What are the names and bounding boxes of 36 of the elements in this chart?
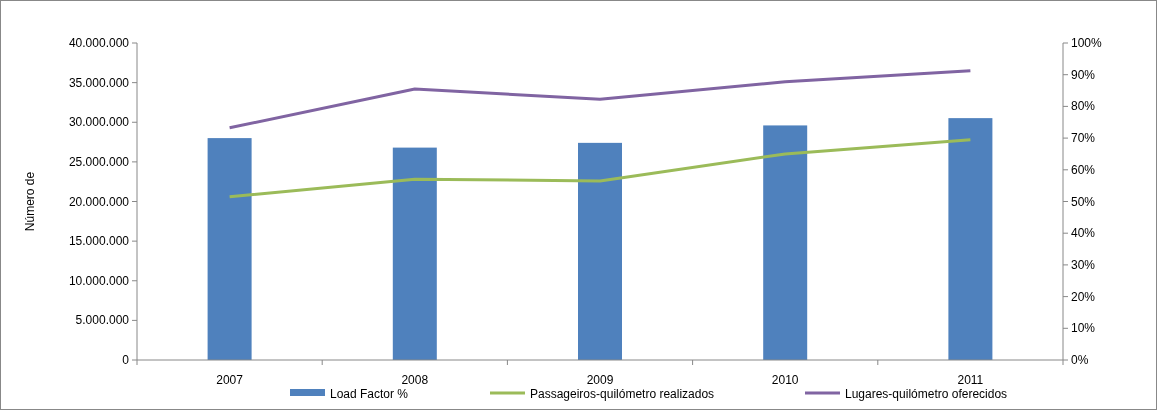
y-tick-label: 30.000.000 bbox=[68, 115, 130, 130]
y2-tick-label: 20% bbox=[1071, 289, 1096, 304]
bar bbox=[207, 138, 252, 360]
bar bbox=[392, 147, 437, 360]
y-tick-label: 35.000.000 bbox=[68, 75, 130, 90]
x-tick-label: 2008 bbox=[401, 373, 429, 387]
legend-label: Lugares-quilómetro oferecidos bbox=[845, 387, 1008, 401]
legend-label: Passageiros-quilómetro realizados bbox=[530, 387, 715, 401]
y2-tick-label: 40% bbox=[1071, 226, 1096, 241]
y2-tick-label: 0% bbox=[1071, 353, 1089, 367]
y-tick-label: 40.000.000 bbox=[68, 36, 130, 50]
line-series bbox=[228, 69, 972, 130]
legend-label: Load Factor % bbox=[330, 387, 409, 401]
y-tick-label: 10.000.000 bbox=[68, 273, 130, 288]
y-tick-label: 0 bbox=[122, 353, 130, 367]
y2-tick-label: 90% bbox=[1071, 67, 1096, 82]
y2-tick-label: 10% bbox=[1071, 321, 1096, 336]
y-tick-label: 5.000.000 bbox=[75, 313, 130, 328]
line-series bbox=[228, 138, 972, 199]
bar bbox=[763, 125, 808, 360]
y-axis-title: Número de bbox=[23, 171, 37, 232]
y2-tick-label: 60% bbox=[1071, 162, 1096, 177]
y2-tick-label: 70% bbox=[1071, 131, 1096, 146]
y2-tick-label: 30% bbox=[1071, 257, 1096, 272]
x-tick-label: 2007 bbox=[216, 373, 244, 387]
x-tick-label: 2011 bbox=[957, 373, 984, 387]
y-tick-label: 25.000.000 bbox=[68, 154, 130, 169]
y2-tick-label: 50% bbox=[1071, 194, 1096, 209]
bar bbox=[948, 118, 993, 360]
bar bbox=[578, 142, 622, 360]
x-tick-label: 2010 bbox=[771, 373, 799, 387]
y2-tick-label: 100% bbox=[1071, 36, 1103, 50]
x-tick-label: 2009 bbox=[586, 373, 614, 387]
y-tick-label: 15.000.000 bbox=[68, 234, 130, 249]
y-tick-label: 20.000.000 bbox=[68, 194, 130, 209]
y2-tick-label: 80% bbox=[1071, 99, 1096, 114]
